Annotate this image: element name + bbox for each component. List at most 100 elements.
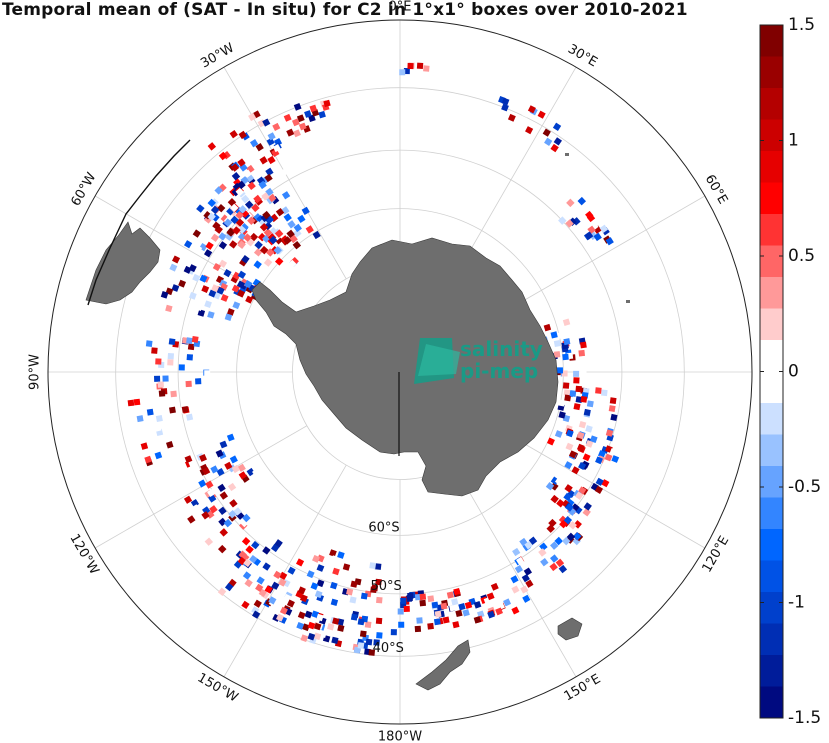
latitude-label: 60°S: [368, 520, 399, 535]
data-box: [272, 143, 281, 153]
data-box: [353, 646, 361, 654]
data-box: [568, 450, 577, 459]
data-box: [349, 596, 357, 604]
colorbar-segment: [760, 466, 783, 498]
data-box: [416, 62, 424, 70]
data-box: [212, 262, 221, 272]
data-box: [368, 649, 376, 656]
data-box: [304, 110, 312, 118]
data-box: [271, 581, 280, 590]
data-box: [218, 241, 228, 250]
data-box: [427, 595, 435, 603]
data-box: [231, 464, 240, 474]
data-box: [376, 632, 383, 639]
colorbar-segment: [760, 88, 783, 120]
data-box: [515, 556, 525, 566]
colorbar-tick-label: 0.5: [788, 246, 815, 266]
colorbar-segment: [760, 245, 783, 278]
data-box: [181, 405, 189, 413]
data-box: [272, 122, 281, 131]
data-box: [275, 207, 285, 217]
data-box: [209, 269, 218, 278]
data-box: [561, 536, 571, 546]
data-box: [244, 200, 254, 209]
data-box: [486, 592, 495, 601]
data-box: [527, 105, 536, 114]
data-box: [145, 340, 153, 347]
data-box: [452, 621, 460, 629]
data-box: [376, 596, 383, 604]
data-box: [169, 406, 176, 414]
data-box: [154, 451, 163, 460]
data-box: [544, 137, 553, 146]
data-box: [256, 576, 265, 585]
logo-line2: pi-mep: [460, 359, 538, 383]
data-box: [550, 541, 559, 550]
data-box: [327, 623, 335, 631]
data-box: [578, 349, 586, 357]
data-box: [218, 506, 227, 516]
colorbar-segment: [760, 623, 783, 656]
data-box: [586, 400, 594, 408]
data-box: [357, 618, 365, 626]
data-box: [573, 403, 581, 411]
colorbar-segment: [760, 182, 783, 215]
data-box: [330, 581, 338, 590]
latitude-label: 40°S: [373, 641, 404, 656]
data-box: [579, 341, 587, 349]
figure-title: Temporal mean of (SAT - In situ) for C2 …: [2, 0, 688, 20]
data-box: [191, 504, 200, 513]
data-box: [259, 245, 269, 255]
data-box: [503, 598, 512, 607]
data-box: [462, 609, 470, 617]
data-box: [375, 578, 382, 586]
data-box: [210, 233, 220, 242]
data-box: [556, 499, 565, 508]
data-box: [210, 205, 220, 215]
island: [626, 300, 630, 303]
data-box: [262, 546, 271, 555]
data-box: [563, 492, 572, 502]
data-box: [178, 364, 185, 371]
data-box: [563, 389, 571, 397]
data-box: [226, 433, 235, 442]
data-box: [278, 578, 287, 587]
data-box: [268, 596, 277, 605]
data-box: [310, 582, 319, 591]
data-box: [262, 562, 271, 571]
colorbar-segment: [760, 308, 783, 341]
data-box: [524, 541, 533, 550]
data-box: [555, 558, 565, 568]
data-box: [296, 114, 305, 123]
data-box: [217, 587, 227, 596]
data-box: [286, 599, 295, 608]
data-box: [550, 331, 558, 339]
colorbar-segment: [760, 119, 783, 152]
data-box: [302, 623, 310, 632]
data-box: [241, 537, 251, 546]
data-box: [262, 210, 271, 220]
data-box: [414, 625, 422, 633]
longitude-label: 0°E: [389, 0, 412, 15]
latitude-label: 50°S: [370, 579, 401, 594]
data-box: [433, 595, 441, 602]
colorbar-segment: [760, 434, 783, 467]
data-box: [269, 603, 278, 612]
data-box: [273, 246, 282, 255]
data-box: [231, 284, 240, 293]
data-box: [296, 621, 305, 630]
data-box: [332, 617, 340, 625]
data-box: [553, 137, 562, 146]
data-box: [313, 622, 322, 631]
data-box: [525, 126, 534, 135]
data-box: [238, 130, 247, 140]
data-box: [464, 601, 473, 609]
colorbar-segment: [760, 214, 783, 246]
data-box: [247, 216, 256, 225]
data-box: [458, 603, 466, 611]
data-box: [232, 271, 241, 280]
data-box: [286, 229, 295, 239]
data-box: [237, 180, 246, 190]
data-box: [360, 592, 368, 600]
data-box: [511, 606, 520, 615]
